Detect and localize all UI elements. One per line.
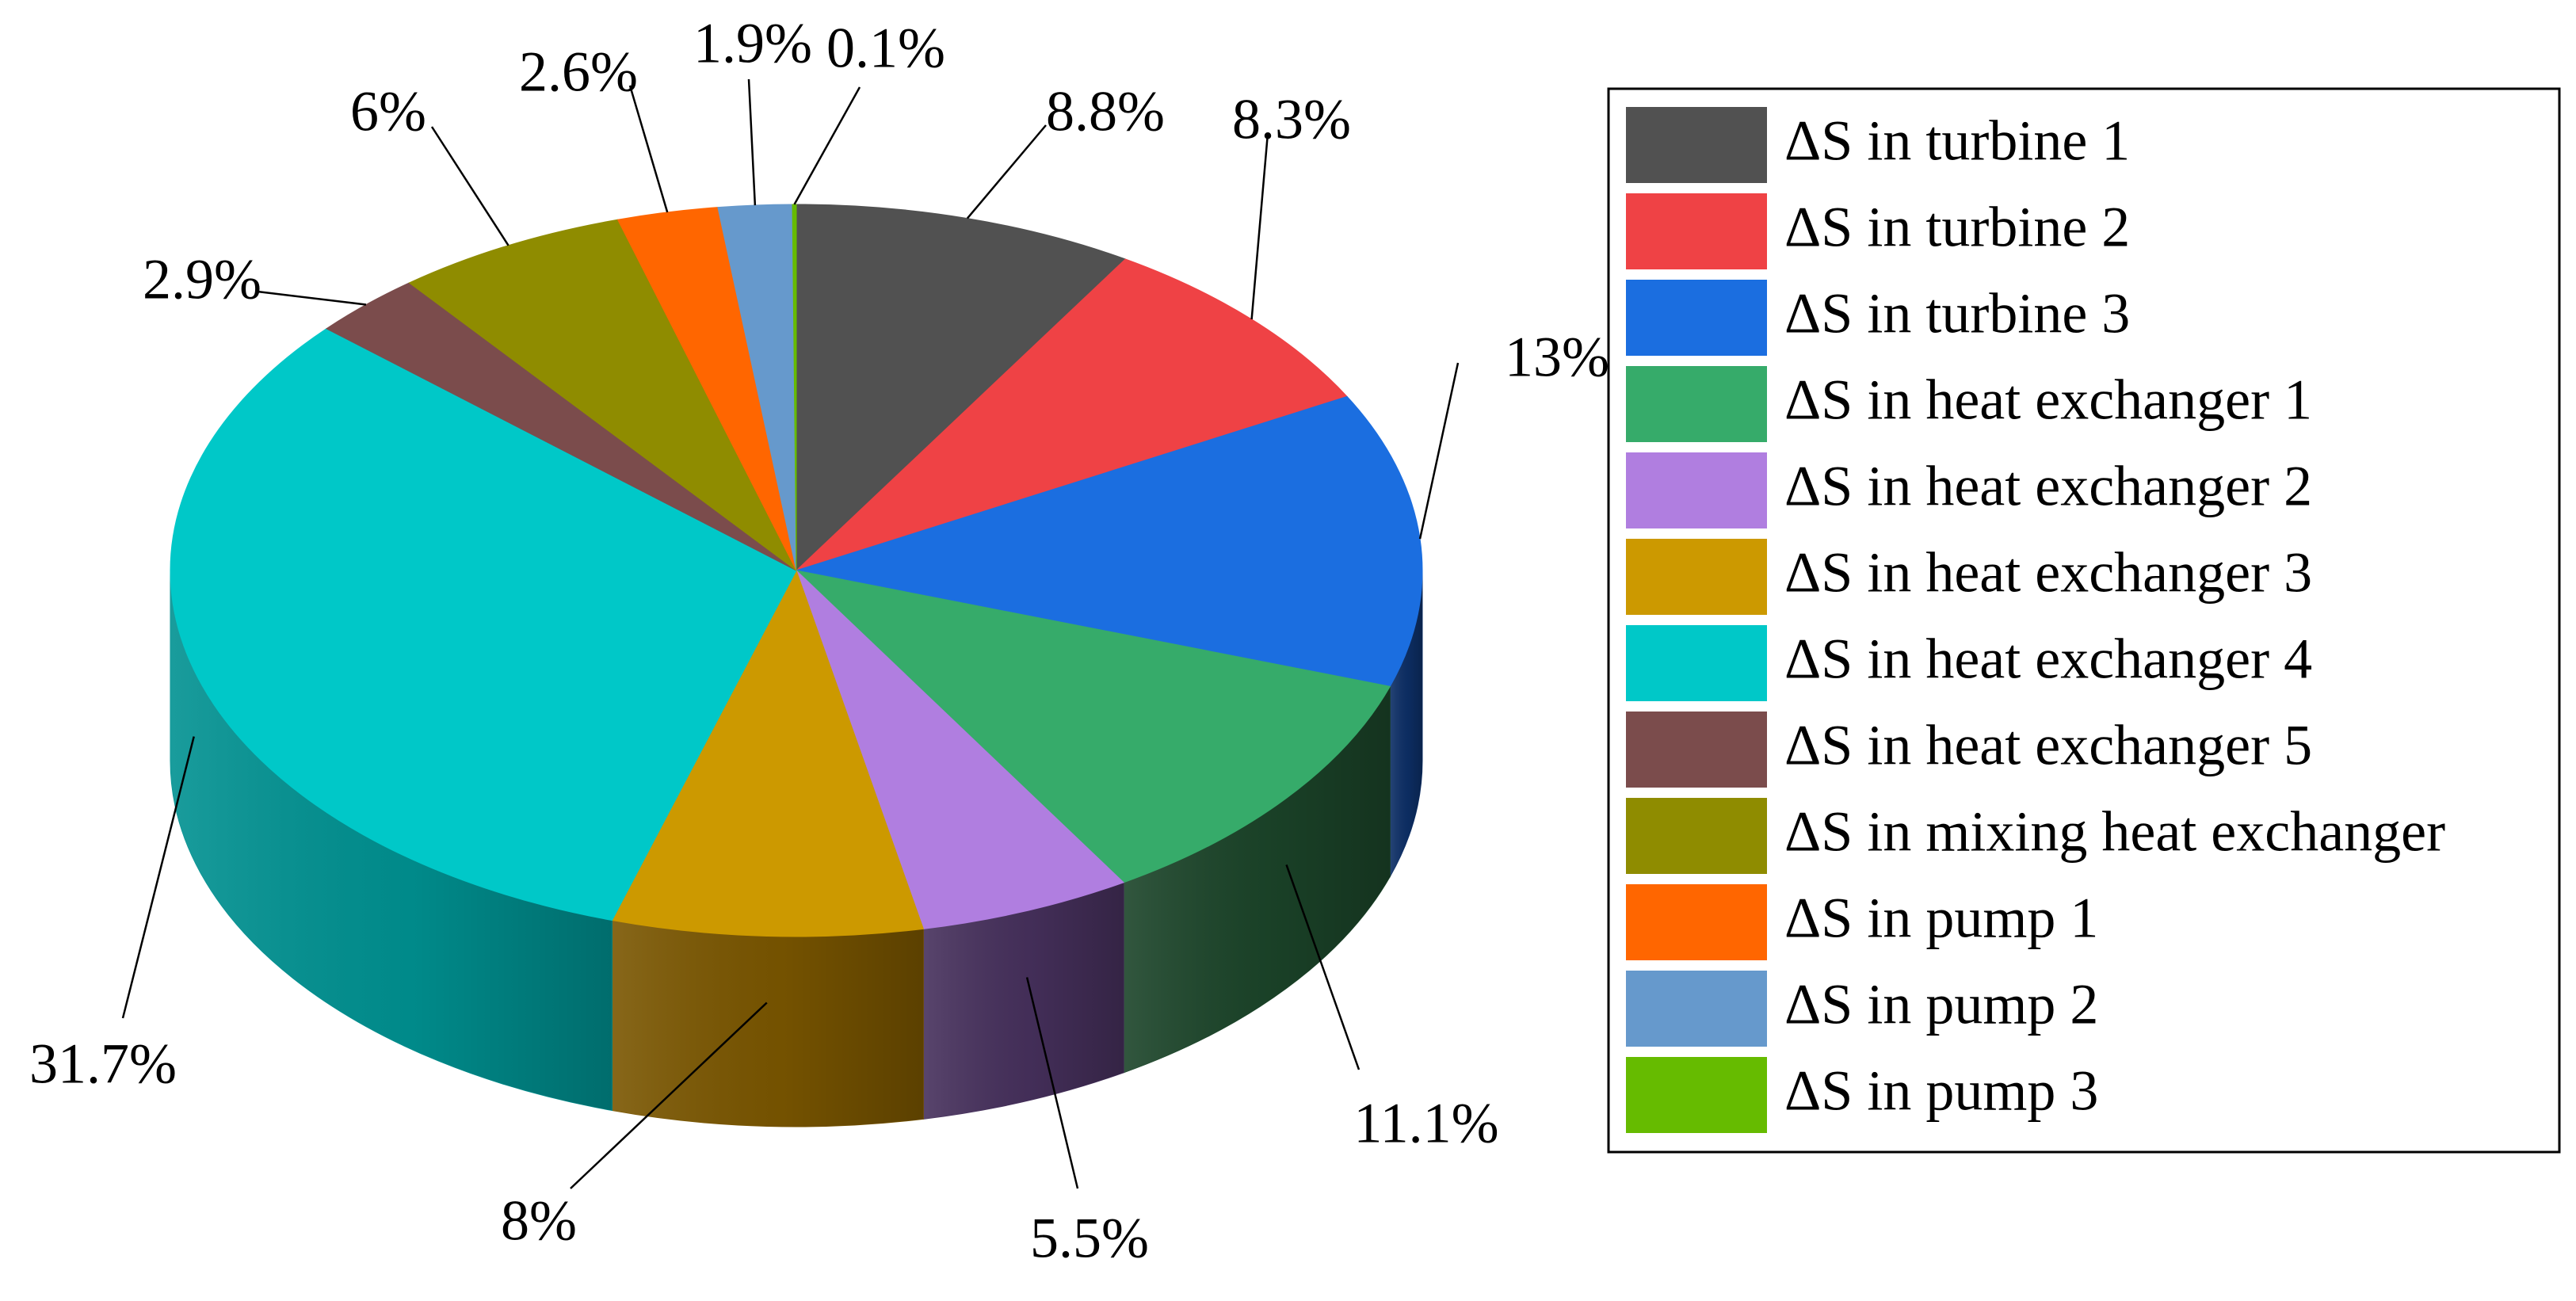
legend-swatch-s-in-mixing-heat-exchanger <box>1626 798 1767 874</box>
leader-line-s-in-heat-exchanger-2 <box>1025 977 1079 1189</box>
leader-lines <box>121 78 1460 1189</box>
pie-slice-s-in-pump-3 <box>792 204 797 571</box>
leader-line-s-in-turbine-2 <box>1250 132 1269 320</box>
leader-line-s-in-heat-exchanger-3 <box>570 1002 768 1189</box>
pie-slice-s-in-heat-exchanger-4 <box>170 328 797 921</box>
legend-label-s-in-pump-1: ΔS in pump 1 <box>1784 887 2098 950</box>
leader-line-s-in-pump-2 <box>747 78 757 206</box>
legend-swatch-s-in-heat-exchanger-2 <box>1626 452 1767 528</box>
legend-swatch-s-in-heat-exchanger-3 <box>1626 539 1767 615</box>
legend-swatch-s-in-heat-exchanger-4 <box>1626 625 1767 701</box>
pie-slice-s-in-turbine-3 <box>796 395 1423 687</box>
legend-swatch-s-in-pump-1 <box>1626 884 1767 960</box>
pct-label-s-in-pump-3: 0.1% <box>826 17 945 80</box>
legend-label-s-in-heat-exchanger-1: ΔS in heat exchanger 1 <box>1784 368 2312 432</box>
legend-label-s-in-pump-3: ΔS in pump 3 <box>1784 1059 2098 1123</box>
pct-label-s-in-heat-exchanger-5: 2.9% <box>143 248 261 311</box>
pct-label-s-in-turbine-3: 13% <box>1505 326 1609 389</box>
legend-swatch-s-in-turbine-1 <box>1626 107 1767 183</box>
leader-line-s-in-heat-exchanger-5 <box>257 290 367 306</box>
pct-label-s-in-heat-exchanger-2: 5.5% <box>1030 1207 1149 1270</box>
legend-label-s-in-pump-2: ΔS in pump 2 <box>1784 973 2098 1036</box>
pie-side-shade-s-in-heat-exchanger-1 <box>1124 686 1391 1073</box>
pct-label-s-in-turbine-1: 8.8% <box>1046 80 1165 143</box>
pie-top-faces <box>170 204 1423 937</box>
pct-label-s-in-heat-exchanger-3: 8% <box>501 1189 577 1253</box>
legend-swatch-s-in-pump-3 <box>1626 1057 1767 1133</box>
pct-label-s-in-turbine-2: 8.3% <box>1232 88 1351 151</box>
pie-side-walls <box>170 570 1423 1127</box>
leader-line-s-in-turbine-1 <box>966 124 1047 219</box>
legend-label-s-in-heat-exchanger-5: ΔS in heat exchanger 5 <box>1784 714 2312 777</box>
legend-label-s-in-turbine-1: ΔS in turbine 1 <box>1784 109 2130 173</box>
pie-side-shade-s-in-heat-exchanger-2 <box>923 882 1124 1120</box>
legend-label-s-in-heat-exchanger-2: ΔS in heat exchanger 2 <box>1784 455 2312 518</box>
legend-swatch-s-in-heat-exchanger-5 <box>1626 712 1767 788</box>
pie-slice-s-in-turbine-1 <box>796 204 1127 572</box>
legend-label-s-in-heat-exchanger-3: ΔS in heat exchanger 3 <box>1784 541 2312 605</box>
legend-swatch-s-in-pump-2 <box>1626 971 1767 1047</box>
pie-slice-s-in-heat-exchanger-1 <box>795 570 1391 883</box>
pct-label-s-in-heat-exchanger-4: 31.7% <box>29 1032 177 1096</box>
pie-slice-s-in-heat-exchanger-2 <box>796 570 1125 929</box>
pct-label-s-in-pump-2: 1.9% <box>693 12 812 75</box>
leader-line-s-in-pump-3 <box>793 86 861 205</box>
legend-swatch-s-in-turbine-2 <box>1626 193 1767 269</box>
leader-line-s-in-turbine-3 <box>1418 362 1460 540</box>
legend-label-s-in-mixing-heat-exchanger: ΔS in mixing heat exchanger <box>1784 800 2445 864</box>
legend-label-s-in-turbine-2: ΔS in turbine 2 <box>1784 196 2130 259</box>
legend-swatch-s-in-heat-exchanger-1 <box>1626 366 1767 442</box>
leader-line-s-in-pump-1 <box>628 85 669 213</box>
pct-label-s-in-pump-1: 2.6% <box>519 40 638 104</box>
leader-line-s-in-heat-exchanger-4 <box>121 736 195 1019</box>
leader-line-s-in-mixing-heat-exchanger <box>430 126 509 246</box>
pie-slice-s-in-mixing-heat-exchanger <box>408 219 797 571</box>
legend: ΔS in turbine 1 ΔS in turbine 2 ΔS in turb… <box>1607 87 2561 1154</box>
legend-swatch-s-in-turbine-3 <box>1626 280 1767 356</box>
pct-label-s-in-mixing-heat-exchanger: 6% <box>350 80 426 143</box>
pie-side-shade-s-in-heat-exchanger-4 <box>170 570 613 1111</box>
pie-side-shade-s-in-heat-exchanger-3 <box>612 920 924 1127</box>
percentage-labels: 8.8% 8.3% 13% 11.1% 5.5% 8% 31.7% 2.9% 6% 2.6% 1.9… <box>29 12 1609 1270</box>
leader-line-s-in-heat-exchanger-1 <box>1285 864 1361 1070</box>
legend-items: ΔS in turbine 1 ΔS in turbine 2 ΔS in turb… <box>1626 107 2445 1133</box>
pie-slice-s-in-turbine-2 <box>796 258 1348 571</box>
pie-side-shade-s-in-turbine-3 <box>1390 570 1422 877</box>
legend-label-s-in-turbine-3: ΔS in turbine 3 <box>1784 282 2130 345</box>
legend-label-s-in-heat-exchanger-4: ΔS in heat exchanger 4 <box>1784 628 2312 691</box>
pct-label-s-in-heat-exchanger-1: 11.1% <box>1353 1092 1498 1155</box>
pie-slice-s-in-heat-exchanger-3 <box>611 569 925 937</box>
